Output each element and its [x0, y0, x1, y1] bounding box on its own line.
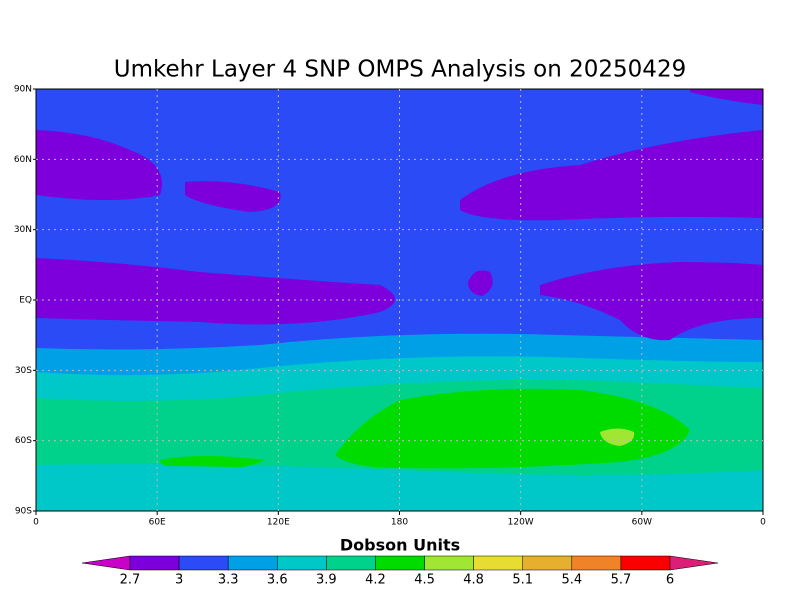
colorbar-label: 5.7: [611, 573, 632, 588]
colorbar-label: 4.5: [414, 573, 435, 588]
colorbar-label: 4.8: [463, 573, 484, 588]
colorbar-box: [620, 555, 671, 571]
y-tick-label: 90S: [15, 507, 32, 517]
map-title: Umkehr Layer 4 SNP OMPS Analysis on 2025…: [114, 57, 686, 83]
colorbar-box: [424, 555, 474, 571]
x-tick-label: 60E: [149, 518, 166, 528]
colorbar-box: [178, 555, 229, 571]
colorbar-box: [522, 555, 573, 571]
colorbar-box: [326, 555, 376, 571]
colorbar-label: 6: [666, 573, 674, 588]
colorbar-box: [129, 555, 180, 571]
colorbar-title: Dobson Units: [340, 536, 460, 555]
colorbar-label: 3.6: [267, 573, 288, 588]
colorbar: 2.7 3 3.3 3.6 3.9 4.2 4.5 4.8 5.1 5.4 5.7 6: [81, 555, 719, 588]
y-tick-label: 30N: [14, 225, 32, 235]
colorbar-low-triangle: [81, 555, 131, 571]
colorbar-high-triangle: [669, 555, 719, 571]
colorbar-label: 5.1: [512, 573, 533, 588]
colorbar-box: [277, 555, 327, 571]
colorbar-label: 2.7: [120, 573, 141, 588]
colorbar-label: 3.3: [218, 573, 239, 588]
x-tick-label: 120W: [508, 518, 534, 528]
y-tick-label: 60S: [15, 436, 32, 446]
x-tick-label: 60W: [632, 518, 652, 528]
x-tick-label: 120E: [267, 518, 290, 528]
y-tick-label: 30S: [15, 366, 32, 376]
contour-field: [36, 89, 763, 511]
colorbar-box: [473, 555, 523, 571]
x-tick-label: 180: [391, 518, 408, 528]
colorbar-label: 3.9: [316, 573, 337, 588]
y-tick-label: 60N: [14, 155, 32, 165]
colorbar-box: [227, 555, 278, 571]
colorbar-box: [571, 555, 622, 571]
x-tick-label: 0: [760, 518, 766, 528]
colorbar-label: 4.2: [365, 573, 386, 588]
colorbar-label: 3: [175, 573, 183, 588]
colorbar-box: [375, 555, 425, 571]
colorbar-label: 5.4: [561, 573, 582, 588]
x-tick-label: 0: [33, 518, 39, 528]
y-tick-label: EQ: [19, 296, 32, 306]
y-tick-label: 90N: [14, 85, 32, 95]
